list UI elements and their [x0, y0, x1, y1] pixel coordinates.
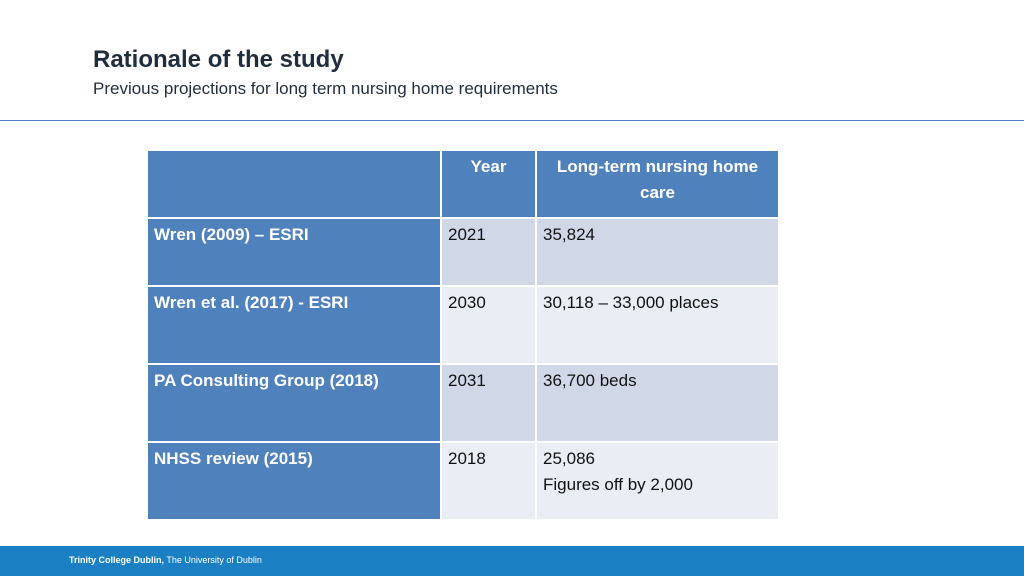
row-source: Wren et al. (2017) - ESRI: [146, 285, 442, 365]
table-row: PA Consulting Group (2018) 2031 36,700 b…: [146, 363, 780, 443]
row-care: 25,086 Figures off by 2,000: [535, 441, 780, 521]
footer-institution: Trinity College Dublin,: [69, 555, 165, 565]
footer-text: Trinity College Dublin, The University o…: [69, 555, 262, 565]
table-row: Wren et al. (2017) - ESRI 2030 30,118 – …: [146, 285, 780, 365]
footer-subtitle: The University of Dublin: [166, 555, 262, 565]
column-header-year: Year: [440, 149, 537, 219]
row-source: NHSS review (2015): [146, 441, 442, 521]
slide-subtitle: Previous projections for long term nursi…: [93, 79, 558, 98]
row-care: 35,824: [535, 217, 780, 287]
row-year: 2030: [440, 285, 537, 365]
row-care-note: Figures off by 2,000: [543, 475, 693, 494]
table-header-row: Year Long-term nursing home care: [146, 149, 780, 219]
row-source: Wren (2009) – ESRI: [146, 217, 442, 287]
projections-table: Year Long-term nursing home care Wren (2…: [146, 149, 780, 521]
row-care-line: 25,086: [543, 449, 595, 468]
row-care-line: 36,700 beds: [543, 371, 637, 390]
row-year: 2031: [440, 363, 537, 443]
row-care-line: 35,824: [543, 225, 595, 244]
column-header-source: [146, 149, 442, 219]
row-care: 36,700 beds: [535, 363, 780, 443]
row-year: 2018: [440, 441, 537, 521]
table-row: Wren (2009) – ESRI 2021 35,824: [146, 217, 780, 287]
row-care: 30,118 – 33,000 places: [535, 285, 780, 365]
row-care-line: 30,118 – 33,000 places: [543, 293, 719, 312]
slide-title: Rationale of the study: [93, 46, 344, 73]
column-header-care: Long-term nursing home care: [535, 149, 780, 219]
row-year: 2021: [440, 217, 537, 287]
row-source: PA Consulting Group (2018): [146, 363, 442, 443]
header-divider: [0, 120, 1024, 121]
footer-bar: Trinity College Dublin, The University o…: [0, 546, 1024, 576]
table-row: NHSS review (2015) 2018 25,086 Figures o…: [146, 441, 780, 521]
